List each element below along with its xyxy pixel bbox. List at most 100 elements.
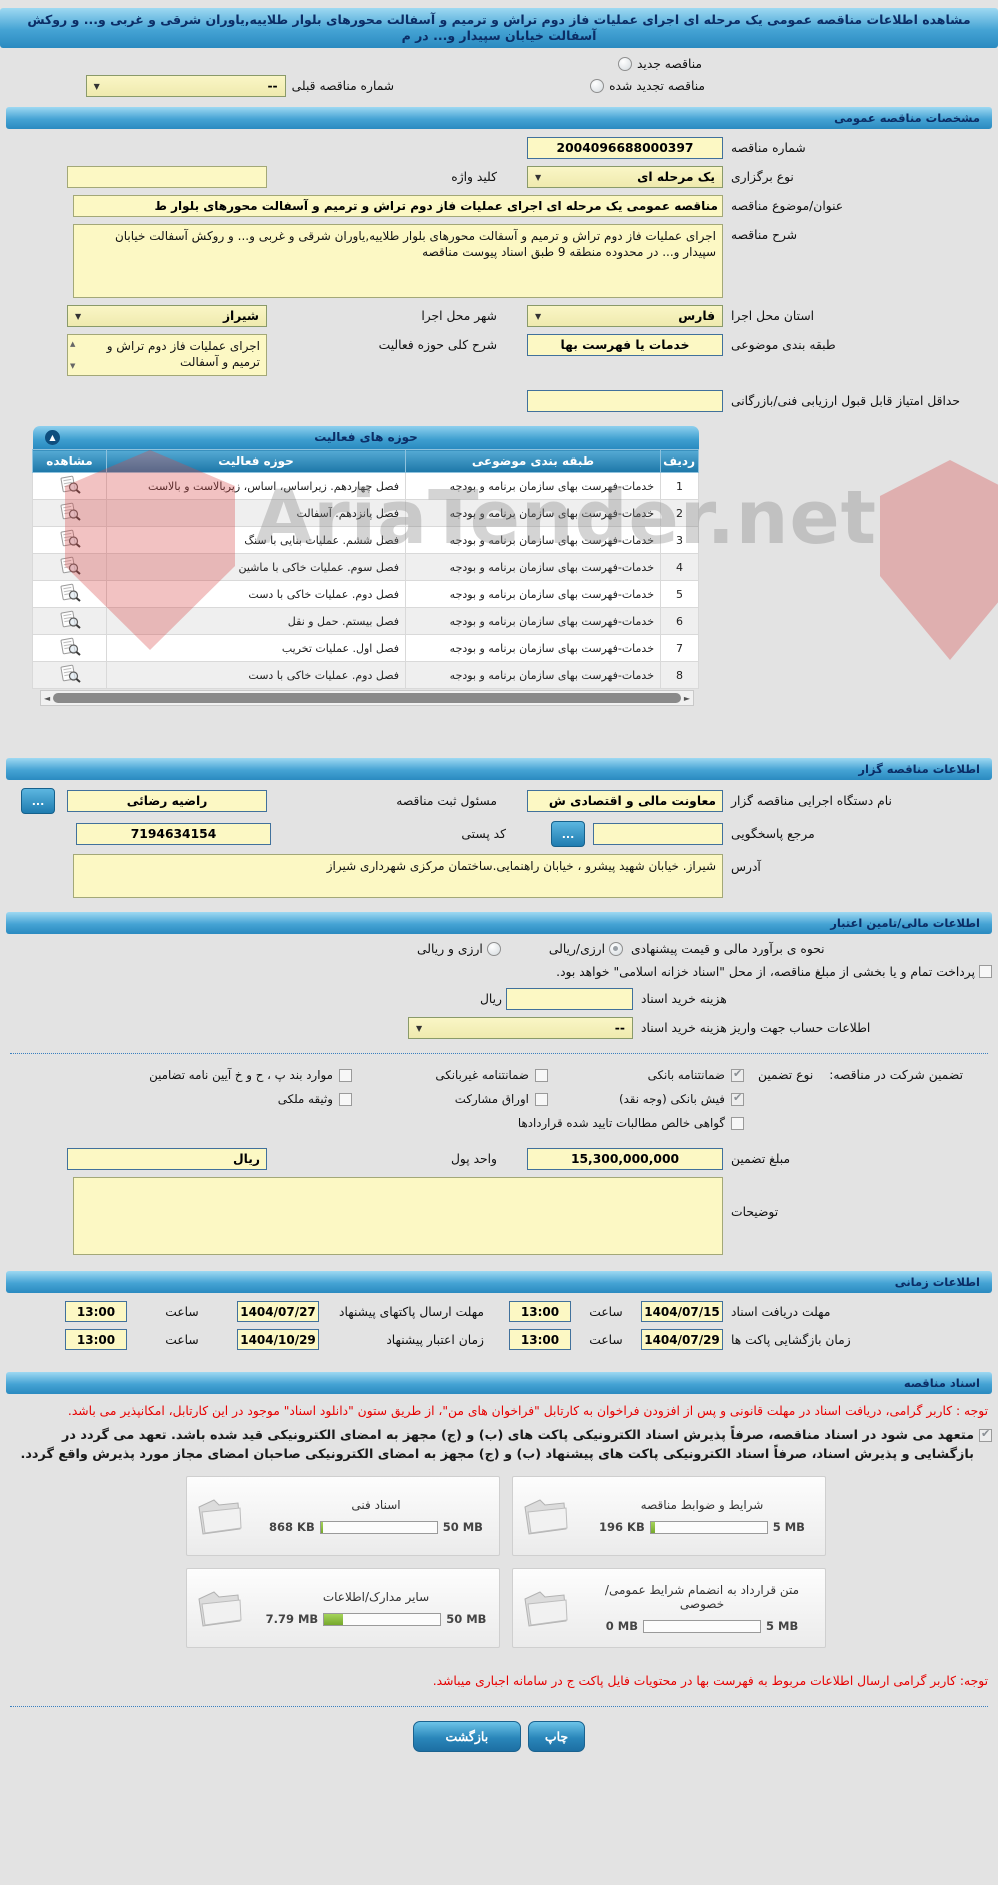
registrar-label: مسئول ثبت مناقصه xyxy=(396,794,497,808)
view-cell xyxy=(32,472,107,500)
keyword-input[interactable] xyxy=(67,166,267,188)
view-document-icon[interactable] xyxy=(59,529,81,551)
address-textarea[interactable]: شیراز. خیابان شهید پیشرو ، خیابان راهنما… xyxy=(73,854,723,898)
scroll-left-arrow-icon[interactable]: ◄ xyxy=(44,693,51,703)
table-row: 2 خدمات-فهرست بهای سازمان برنامه و بودجه… xyxy=(32,499,699,527)
notes-textarea[interactable] xyxy=(73,1177,723,1255)
scroll-right-arrow-icon[interactable]: ► xyxy=(683,693,690,703)
row-activity: فصل پانزدهم. آسفالت xyxy=(106,499,406,527)
view-document-icon[interactable] xyxy=(59,610,81,632)
file-size: 868 KB xyxy=(269,1520,315,1534)
scope-value: اجرای عملیات فاز دوم تراش و ترمیم و آسفا… xyxy=(106,339,260,369)
subject-input[interactable]: مناقصه عمومی یک مرحله ای اجرای عملیات فا… xyxy=(73,195,723,217)
horizontal-scrollbar[interactable]: ◄ ► xyxy=(40,690,694,706)
nonbank-guarantee-checkbox[interactable] xyxy=(534,1068,548,1082)
treasury-checkbox[interactable] xyxy=(979,965,992,978)
view-document-icon[interactable] xyxy=(59,664,81,686)
guarantee-option-label: وثیقه ملکی xyxy=(277,1092,333,1106)
renewed-tender-label: مناقصه تجدید شده xyxy=(609,79,705,93)
category-field[interactable]: خدمات یا فهرست بها xyxy=(527,334,723,356)
bank-receipt-checkbox[interactable] xyxy=(730,1091,744,1106)
view-document-icon[interactable] xyxy=(59,637,81,659)
city-value: شیراز xyxy=(222,309,259,323)
province-select[interactable]: فارس ▼ xyxy=(527,305,723,327)
print-button[interactable]: چاپ xyxy=(527,1721,586,1752)
contact-more-button[interactable]: ... xyxy=(551,821,585,847)
bid-submit-date-field[interactable]: 1404/07/27 xyxy=(237,1301,319,1322)
row-number: 7 xyxy=(660,634,699,662)
description-textarea[interactable]: اجرای عملیات فاز دوم تراش و ترمیم و آسفا… xyxy=(73,224,723,298)
min-score-label: حداقل امتیاز قابل قبول ارزیابی فنی/بازرگ… xyxy=(731,394,960,408)
bid-validity-date-field[interactable]: 1404/10/29 xyxy=(237,1329,319,1350)
guarantee-amount-field[interactable]: 15,300,000,000 xyxy=(527,1148,723,1170)
view-cell xyxy=(32,607,107,635)
file-card-contract[interactable]: متن قرارداد به انضمام شرایط عمومی/خصوصی … xyxy=(512,1568,826,1648)
row-number: 6 xyxy=(660,607,699,635)
currency-unit-field[interactable]: ریال xyxy=(67,1148,267,1170)
scrollbar-thumb[interactable] xyxy=(53,693,681,703)
renewed-tender-radio[interactable] xyxy=(590,79,605,93)
agency-field[interactable]: معاونت مالی و اقتصادی ش xyxy=(527,790,723,812)
watermark-shield-icon xyxy=(880,460,998,660)
col-row-header: ردیف xyxy=(660,449,699,473)
new-tender-radio[interactable] xyxy=(617,57,632,71)
postal-code-label: کد پستی xyxy=(461,827,506,841)
city-select[interactable]: شیراز ▼ xyxy=(67,305,267,327)
registrar-field[interactable]: راضیه رضائی xyxy=(67,790,267,812)
bank-guarantee-checkbox[interactable] xyxy=(730,1067,744,1082)
doc-receive-time-field[interactable]: 13:00 xyxy=(509,1301,571,1322)
table-row: 8 خدمات-فهرست بهای سازمان برنامه و بودجه… xyxy=(32,661,699,689)
net-claims-checkbox[interactable] xyxy=(730,1116,744,1130)
row-activity: فصل بیستم. حمل و نقل xyxy=(106,607,406,635)
doc-receive-date-field[interactable]: 1404/07/15 xyxy=(641,1301,723,1322)
agency-label: نام دستگاه اجرایی مناقصه گزار xyxy=(731,794,892,808)
doc-fee-input[interactable] xyxy=(506,988,633,1010)
contact-input[interactable] xyxy=(593,823,723,845)
min-score-input[interactable] xyxy=(527,390,723,412)
property-collateral-checkbox[interactable] xyxy=(338,1092,352,1106)
view-document-icon[interactable] xyxy=(59,502,81,524)
row-number: 4 xyxy=(660,553,699,581)
back-button[interactable]: بازگشت xyxy=(412,1721,521,1752)
collapse-icon[interactable]: ▲ xyxy=(45,430,60,445)
bonds-checkbox[interactable] xyxy=(534,1092,548,1106)
view-cell xyxy=(32,553,107,581)
file-card-technical[interactable]: اسناد فنی 868 KB 50 MB xyxy=(186,1476,500,1556)
view-document-icon[interactable] xyxy=(59,556,81,578)
scope-textarea[interactable]: اجرای عملیات فاز دوم تراش و ترمیم و آسفا… xyxy=(67,334,267,376)
treasury-row: پرداخت تمام و یا بخشی از مبلغ مناقصه، از… xyxy=(0,963,998,981)
view-cell xyxy=(32,661,107,689)
registrar-more-button[interactable]: ... xyxy=(21,788,55,814)
account-info-select[interactable]: -- ▼ xyxy=(408,1017,633,1039)
tender-number-field[interactable]: 2004096688000397 xyxy=(527,137,723,159)
page-title: مشاهده اطلاعات مناقصه عمومی یک مرحله ای … xyxy=(0,8,998,48)
min-score-row: حداقل امتیاز قابل قبول ارزیابی فنی/بازرگ… xyxy=(0,390,998,412)
postal-code-field[interactable]: 7194634154 xyxy=(76,823,271,845)
progress-track xyxy=(323,1612,442,1626)
prev-tender-number-select[interactable]: -- ▼ xyxy=(85,75,286,97)
scroll-up-arrow-icon[interactable]: ▲ xyxy=(70,340,76,348)
view-document-icon[interactable] xyxy=(59,475,81,497)
bid-validity-time-field[interactable]: 13:00 xyxy=(65,1329,127,1350)
subject-row: عنوان/موضوع مناقصه مناقصه عمومی یک مرحله… xyxy=(0,195,998,217)
held-type-select[interactable]: یک مرحله ای ▼ xyxy=(527,166,723,188)
file-card-terms[interactable]: شرایط و ضوابط مناقصه 196 KB 5 MB xyxy=(512,1476,826,1556)
scroll-down-arrow-icon[interactable]: ▼ xyxy=(70,362,76,370)
table-header-row: ردیف طبقه بندی موضوعی حوزه فعالیت مشاهده xyxy=(32,449,699,473)
file-card-other[interactable]: سایر مدارک/اطلاعات 7.79 MB 50 MB xyxy=(186,1568,500,1648)
row-category: خدمات-فهرست بهای سازمان برنامه و بودجه xyxy=(405,607,661,635)
commitment-checkbox[interactable] xyxy=(979,1427,992,1442)
dropdown-arrow-icon: ▼ xyxy=(535,311,542,321)
envelope-open-date-field[interactable]: 1404/07/29 xyxy=(641,1329,723,1350)
view-document-icon[interactable] xyxy=(59,583,81,605)
rial-currency-label: ارزی/ریالی xyxy=(548,942,605,956)
renewed-tender-row: مناقصه تجدید شده شماره مناقصه قبلی -- ▼ xyxy=(0,75,998,97)
envelope-open-time-field[interactable]: 13:00 xyxy=(509,1329,571,1350)
mandatory-notice: توجه: کاربر گرامی ارسال اطلاعات مربوط به… xyxy=(432,1674,988,1688)
both-currency-radio[interactable] xyxy=(486,942,501,956)
bid-submit-time-field[interactable]: 13:00 xyxy=(65,1301,127,1322)
guarantee-option-label: موارد بند پ ، ح و خ آیین نامه تضامین xyxy=(149,1068,333,1082)
row-number: 3 xyxy=(660,526,699,554)
bylaw-items-checkbox[interactable] xyxy=(338,1068,352,1082)
rial-currency-radio[interactable] xyxy=(609,942,623,956)
